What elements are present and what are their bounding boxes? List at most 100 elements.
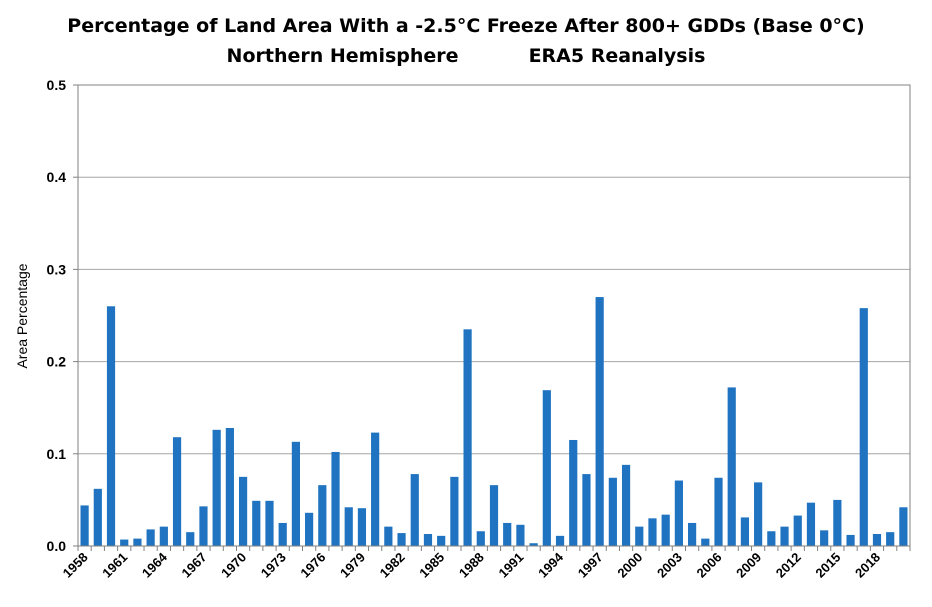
bar-1958 bbox=[80, 505, 89, 546]
bar-2005 bbox=[701, 538, 710, 546]
bar-2011 bbox=[780, 526, 789, 546]
y-tick-label: 0.4 bbox=[47, 169, 67, 185]
bar-1994 bbox=[555, 535, 565, 546]
y-tick-label: 0.1 bbox=[47, 446, 67, 462]
bar-1989 bbox=[489, 485, 499, 546]
x-tick-label: 1976 bbox=[297, 550, 328, 581]
bar-1996 bbox=[582, 474, 591, 546]
bars bbox=[80, 297, 908, 546]
x-tick-label: 2018 bbox=[852, 550, 883, 581]
x-tick-label: 1982 bbox=[377, 550, 408, 581]
bar-1964 bbox=[159, 526, 168, 546]
bar-1979 bbox=[357, 508, 367, 546]
bar-1988 bbox=[476, 531, 485, 546]
bar-1976 bbox=[318, 485, 327, 546]
x-tick-labels: 1958 1961 1964 1967 1970 1973 1976 1979 1982 1985… bbox=[60, 549, 883, 581]
bar-2002 bbox=[661, 514, 670, 546]
bar-1977 bbox=[331, 451, 340, 546]
bar-1959 bbox=[93, 488, 102, 546]
x-tick-label: 1991 bbox=[495, 550, 526, 581]
bar-1985 bbox=[437, 535, 446, 546]
bar-1971 bbox=[252, 500, 261, 546]
bar-1991 bbox=[516, 524, 525, 546]
bar-2001 bbox=[648, 518, 657, 546]
bar-1987 bbox=[463, 329, 472, 546]
chart-subtitle-region: Northern Hemisphere bbox=[226, 45, 459, 67]
bar-1993 bbox=[542, 390, 551, 546]
x-tick-label: 1967 bbox=[179, 550, 210, 581]
x-tick-label: 1979 bbox=[337, 550, 368, 581]
bar-1961 bbox=[120, 539, 129, 546]
x-tick-label: 1994 bbox=[535, 549, 567, 581]
bar-2015 bbox=[833, 499, 842, 546]
bar-1998 bbox=[608, 477, 617, 546]
y-tick-labels: 0.0 0.1 0.2 0.3 0.4 0.5 bbox=[47, 77, 67, 554]
chart-subtitle-source: ERA5 Reanalysis bbox=[528, 45, 706, 67]
bar-2006 bbox=[714, 477, 723, 546]
bar-2009 bbox=[754, 482, 763, 546]
y-tick-label: 0.0 bbox=[47, 538, 67, 554]
bar-2008 bbox=[740, 517, 750, 546]
bar-1963 bbox=[146, 529, 155, 546]
x-tick-label: 1988 bbox=[456, 550, 487, 581]
bar-2013 bbox=[806, 502, 816, 546]
x-tick-label: 2006 bbox=[694, 550, 725, 581]
bar-1960 bbox=[106, 306, 116, 546]
bar-1982 bbox=[397, 533, 406, 546]
chart-title: Percentage of Land Area With a -2.5°C Fr… bbox=[67, 15, 865, 37]
x-tick-label: 1961 bbox=[99, 550, 130, 581]
x-tick-label: 2009 bbox=[733, 550, 764, 581]
bar-1962 bbox=[133, 538, 142, 546]
bar-2000 bbox=[635, 526, 644, 546]
x-tick-label: 1970 bbox=[218, 550, 249, 581]
bar-1992 bbox=[529, 543, 538, 546]
y-tick-label: 0.5 bbox=[47, 77, 67, 93]
bar-1968 bbox=[212, 429, 221, 546]
y-axis-label: Area Percentage bbox=[14, 263, 30, 368]
x-tick-label: 1973 bbox=[258, 550, 289, 581]
bar-1973 bbox=[278, 522, 287, 546]
bar-1969 bbox=[225, 427, 234, 546]
chart-subtitle: Northern Hemisphere ERA5 Reanalysis bbox=[0, 45, 932, 67]
bar-2018 bbox=[872, 534, 882, 546]
bar-1978 bbox=[344, 507, 353, 546]
bar-2010 bbox=[767, 531, 776, 546]
x-tick-label: 1964 bbox=[139, 549, 171, 581]
bar-2020 bbox=[899, 507, 908, 546]
bar-2019 bbox=[886, 532, 895, 546]
bar-1990 bbox=[503, 522, 512, 546]
x-tick-label: 2000 bbox=[614, 550, 645, 581]
y-tick-label: 0.2 bbox=[47, 354, 67, 370]
bar-1972 bbox=[265, 500, 274, 546]
bar-1966 bbox=[186, 532, 195, 546]
bar-1974 bbox=[291, 441, 300, 546]
x-tick-label: 1985 bbox=[416, 550, 447, 581]
bar-1986 bbox=[450, 476, 459, 546]
bar-1984 bbox=[423, 534, 433, 546]
bar-2012 bbox=[793, 515, 802, 546]
bar-2017 bbox=[859, 308, 868, 546]
x-tick-label: 2003 bbox=[654, 550, 685, 581]
bar-1997 bbox=[595, 297, 604, 546]
bar-2003 bbox=[674, 480, 683, 546]
bar-2004 bbox=[688, 522, 697, 546]
bar-1970 bbox=[238, 476, 248, 546]
bar-1995 bbox=[569, 439, 578, 546]
bar-1967 bbox=[199, 506, 208, 546]
x-tick-label: 2012 bbox=[773, 550, 804, 581]
y-tick-label: 0.3 bbox=[47, 261, 67, 277]
bar-1999 bbox=[621, 464, 631, 546]
x-tick-label: 1997 bbox=[575, 550, 606, 581]
bar-1975 bbox=[305, 512, 314, 546]
bar-1981 bbox=[384, 526, 393, 546]
bar-1980 bbox=[371, 432, 380, 546]
gridlines bbox=[78, 84, 910, 455]
x-tick-label: 2015 bbox=[812, 550, 843, 581]
plot-frame bbox=[77, 84, 911, 547]
axes bbox=[73, 84, 911, 551]
bar-1983 bbox=[410, 474, 419, 546]
bar-2014 bbox=[820, 530, 829, 546]
bar-2007 bbox=[727, 387, 736, 546]
bar-1965 bbox=[172, 437, 182, 546]
